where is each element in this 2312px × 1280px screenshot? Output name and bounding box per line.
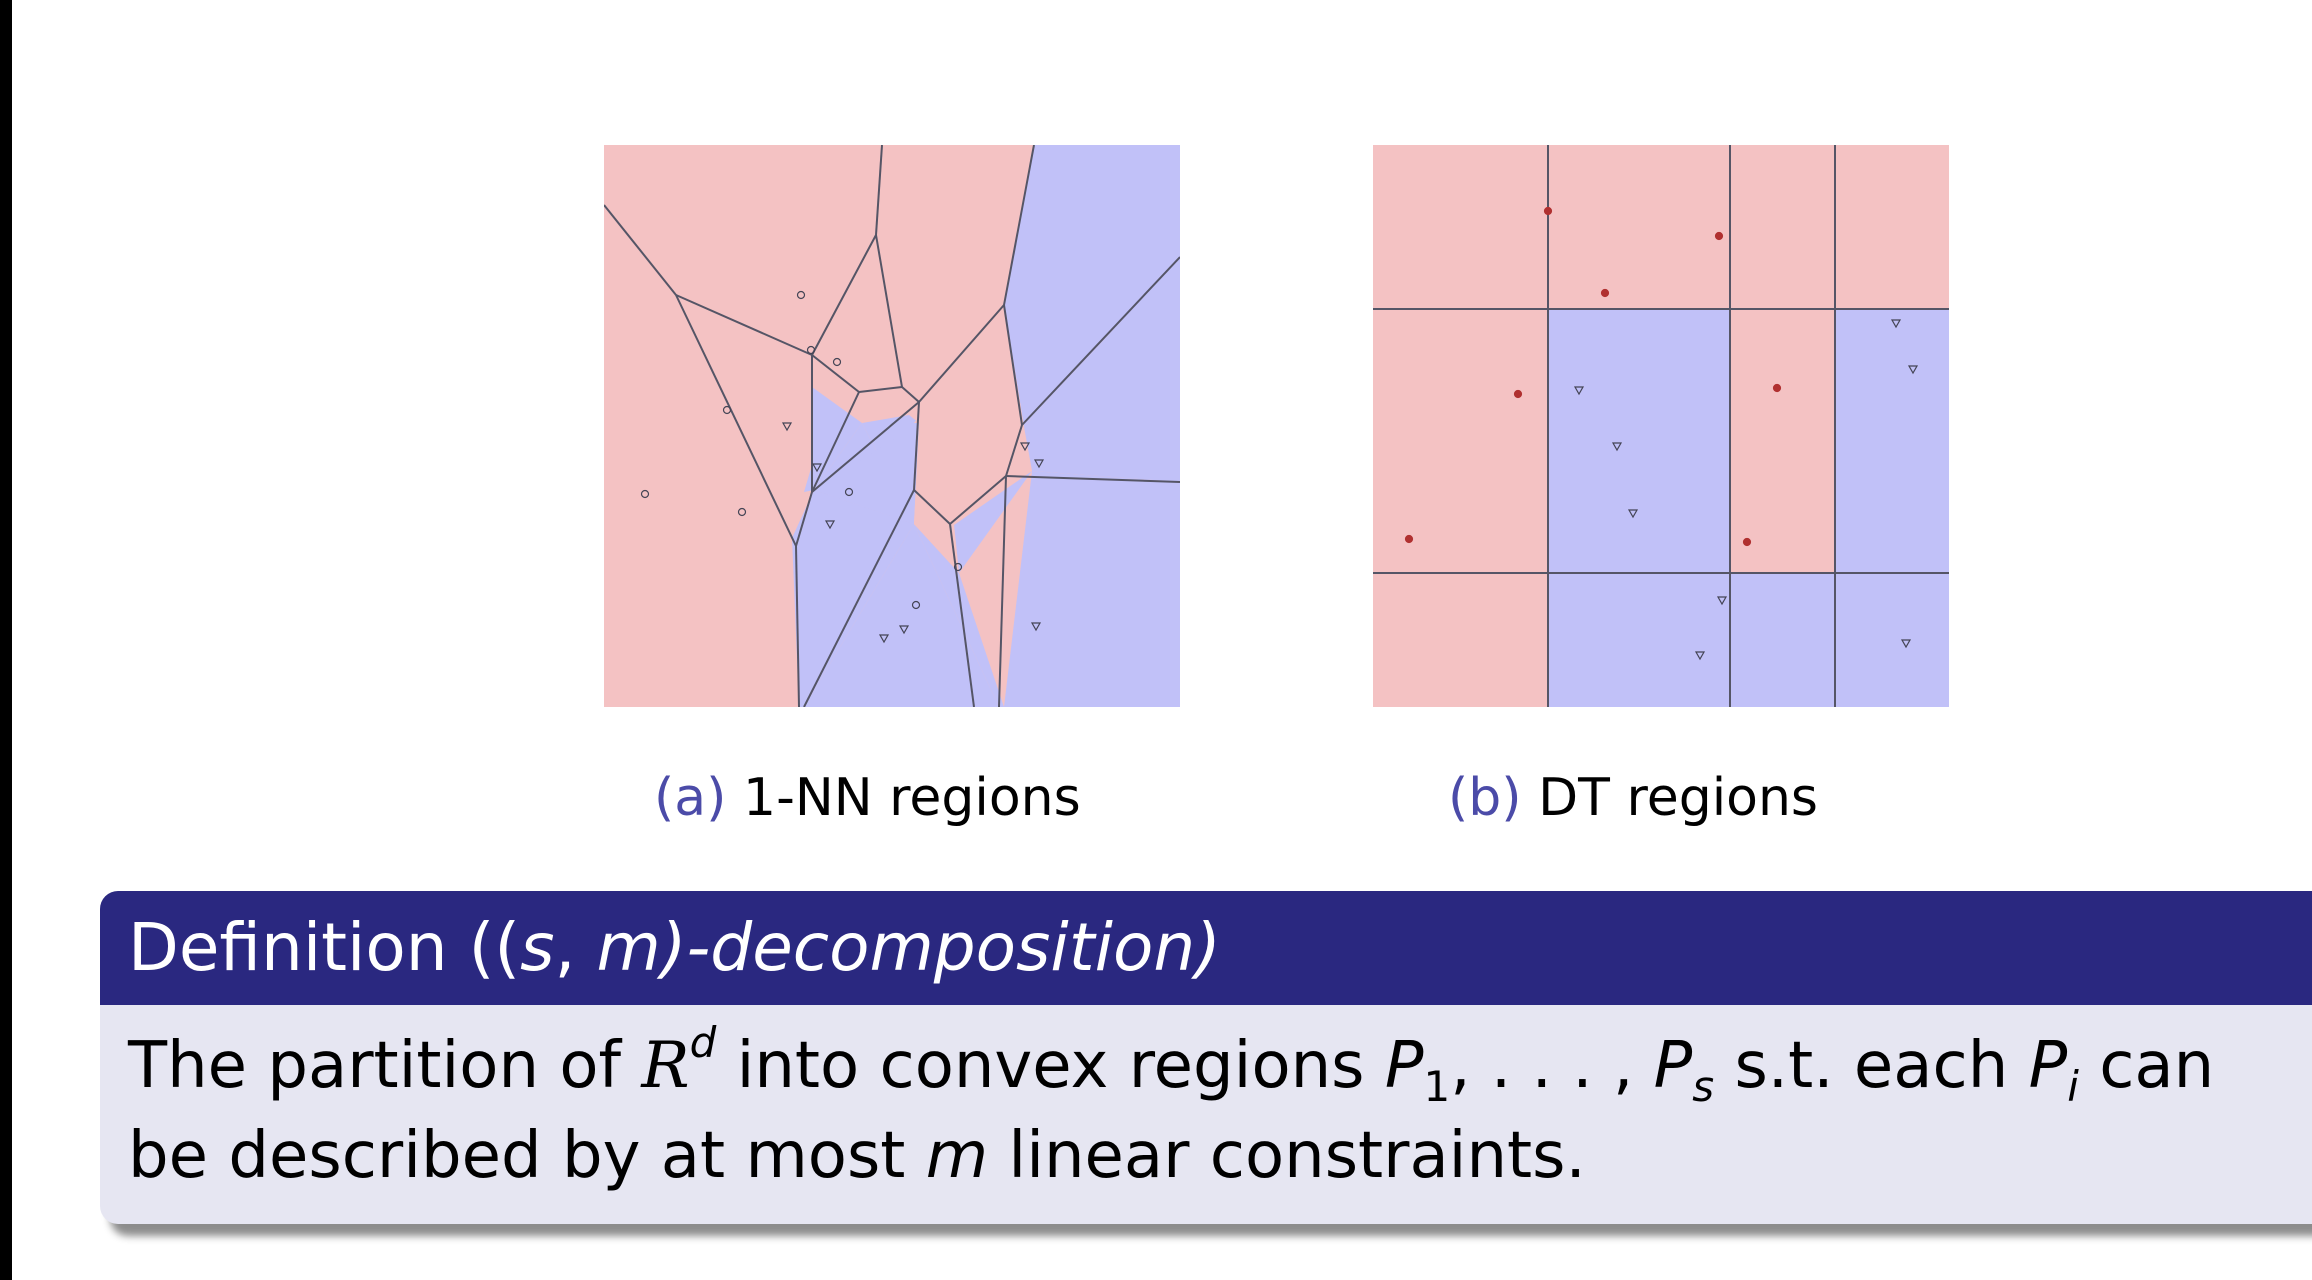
region-blue-center-bottom [804, 524, 999, 707]
left-edge-bar [0, 0, 12, 1280]
circle-point [1600, 288, 1610, 298]
circle-point [640, 489, 650, 499]
caption-b-text: DT regions [1538, 768, 1819, 828]
circle-point [1404, 534, 1414, 544]
circle-point [911, 600, 921, 610]
triangle-point [1716, 596, 1728, 606]
heading-m: m [596, 909, 661, 986]
triangle-point [1573, 386, 1585, 396]
triangle-point [1900, 639, 1912, 649]
heading-s: s [520, 909, 555, 986]
circle-point [1772, 383, 1782, 393]
voronoi-edges [604, 145, 1180, 707]
sample-points [1404, 206, 1919, 661]
sample-points [640, 290, 1045, 644]
caption-a-tag: (a) [654, 768, 727, 828]
body-text-2: into convex regions [716, 1029, 1385, 1103]
body-sub-1: 1 [1423, 1062, 1451, 1111]
region-blue-bottom-middle [1730, 573, 1835, 707]
circle-point [806, 345, 816, 355]
triangle-point [1890, 319, 1902, 329]
region-blue-lower-left [792, 490, 914, 707]
region-blue-small-1 [804, 387, 862, 492]
body-text-4: can be described by at most [128, 1029, 2215, 1193]
triangle-point [1030, 622, 1042, 632]
split-lines [1373, 145, 1949, 707]
figure-dt-regions [1373, 145, 1949, 707]
heading-term: )-decomposition) [660, 909, 1221, 986]
triangle-point [811, 463, 823, 473]
circle-point [722, 405, 732, 415]
circle-point [844, 487, 854, 497]
region-blue-right [1024, 257, 1180, 482]
body-text-1: The partition of [128, 1029, 642, 1103]
circle-point [1714, 231, 1724, 241]
caption-b-tag: (b) [1448, 768, 1522, 828]
region-red-center-lower [914, 423, 959, 573]
triangle-point [1907, 365, 1919, 375]
caption-a: (a) 1-NN regions [654, 763, 1081, 833]
triangle-point [1019, 442, 1031, 452]
body-Ps: P [1653, 1029, 1693, 1103]
body-text-3: s.t. each [1714, 1029, 2029, 1103]
triangle-point [824, 520, 836, 530]
body-R: R [641, 1029, 690, 1103]
triangle-point [1033, 459, 1045, 469]
body-Pi: P [2028, 1029, 2068, 1103]
circle-point [1742, 537, 1752, 547]
caption-a-text: 1-NN regions [742, 768, 1081, 828]
definition-heading: Definition ((s, m)-decomposition) [100, 891, 2312, 1005]
figure-1nn-regions [604, 145, 1180, 707]
body-sub-s: s [1692, 1062, 1715, 1111]
circle-point [737, 507, 747, 517]
circle-point [796, 290, 806, 300]
region-blue-center-left [1548, 309, 1730, 707]
region-blue-right [1835, 309, 1949, 707]
region-blue-bottom-right [1004, 471, 1180, 707]
caption-b: (b) DT regions [1448, 763, 1818, 833]
body-P1: P [1384, 1029, 1424, 1103]
voronoi-plot [604, 145, 1180, 707]
region-blue-mid-bottom [914, 524, 1004, 707]
circle-point [953, 562, 963, 572]
circle-point [832, 357, 842, 367]
definition-label: Definition [128, 909, 448, 986]
definition-body: The partition of Rd into convex regions … [100, 1005, 2312, 1201]
body-text-5: linear constraints. [988, 1119, 1586, 1193]
triangle-point [878, 634, 890, 644]
heading-paren-open: (( [468, 909, 521, 986]
body-sub-i: i [2067, 1062, 2079, 1111]
body-d: d [689, 1018, 717, 1067]
heading-comma: , [554, 909, 597, 986]
decision-tree-plot [1373, 145, 1949, 707]
triangle-point [1611, 442, 1623, 452]
definition-block: Definition ((s, m)-decomposition) The pa… [100, 891, 2312, 1224]
triangle-point [1694, 651, 1706, 661]
region-blue-top-right [1004, 145, 1180, 427]
body-m: m [925, 1119, 989, 1193]
circle-point [1513, 389, 1523, 399]
triangle-point [898, 625, 910, 635]
body-dots: , . . . , [1450, 1029, 1654, 1103]
region-red-center-right [914, 303, 1032, 525]
triangle-point [781, 422, 793, 432]
triangle-point [1627, 509, 1639, 519]
circle-point [1543, 206, 1553, 216]
